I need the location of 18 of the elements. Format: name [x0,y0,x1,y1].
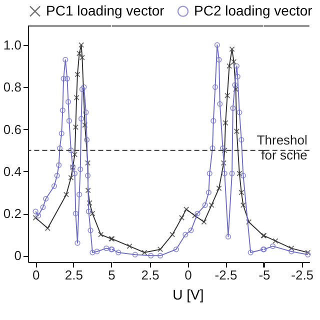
y-tick-label: 0.8 [3,80,22,95]
x-tick-label: 5 [108,268,116,282]
x-tick-label: 2.5 [64,268,83,282]
x-tick-label: -2.5 [291,268,314,282]
x-tick-label: -2.5 [214,268,238,282]
legend-label: PC1 loading vector [46,2,165,18]
x-tick-label: 0 [32,268,40,282]
x-axis-title: U [V] [172,286,204,302]
y-tick-label: 0.4 [3,164,22,179]
y-tick-label: 0.6 [3,122,22,137]
ref-line-label: Threshol for sche [256,132,308,162]
x-tick-label: -5 [258,268,270,282]
x-tick-label: 0 [184,268,192,282]
y-tick-label: 0.2 [3,206,22,222]
x-tick-label: 2.5 [141,268,160,282]
y-tick-label: 0 [14,248,22,264]
legend-label: PC2 loading vector [194,2,313,18]
y-tick-label: 1.0 [3,37,22,52]
